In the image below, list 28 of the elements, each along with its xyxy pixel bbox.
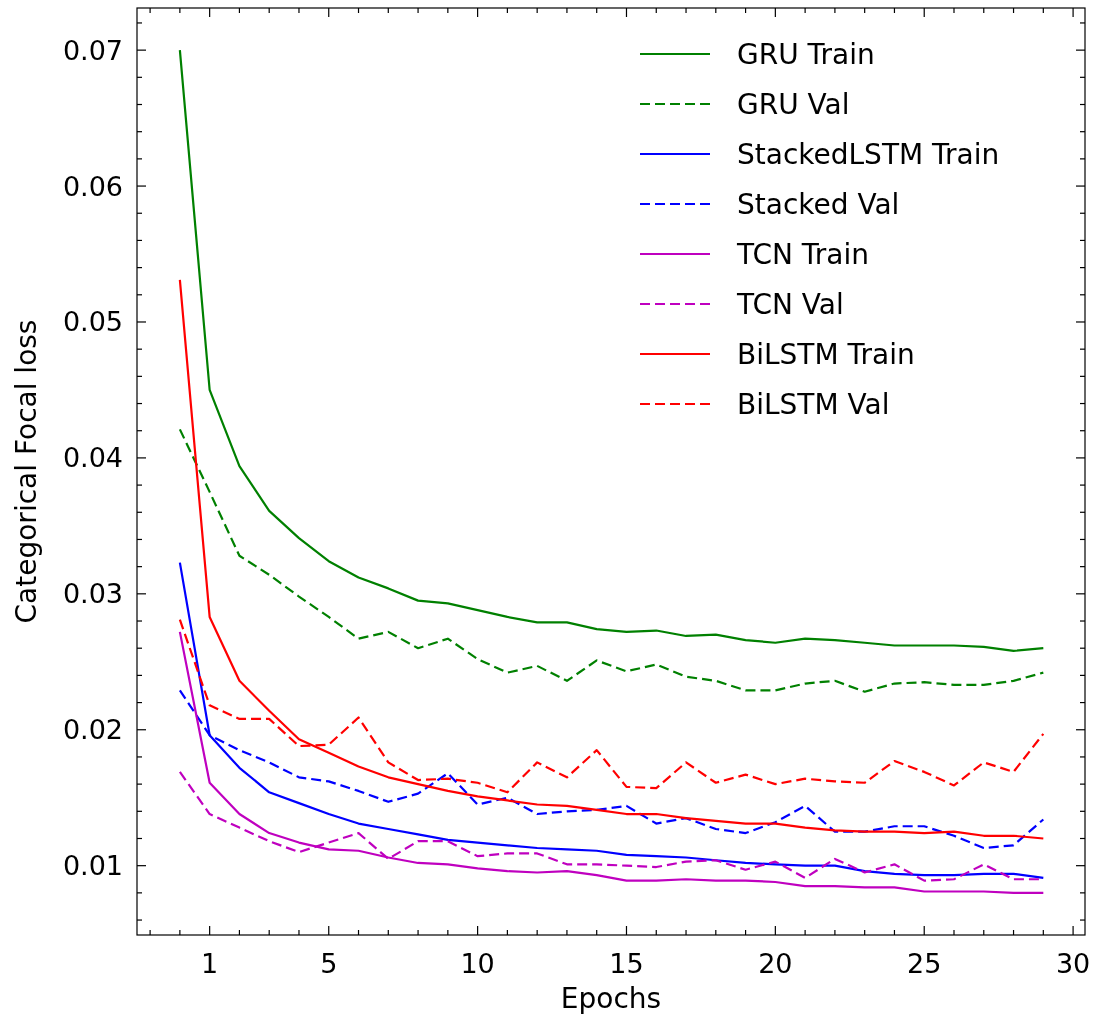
line-series [178,428,1045,693]
x-tick-label: 10 [460,948,495,979]
legend-label: BiLSTM Train [737,337,915,371]
y-tick-label: 0.02 [62,714,123,746]
legend-label: Stacked Val [737,187,900,221]
y-tick-label: 0.07 [62,34,123,66]
legend-label: GRU Val [737,87,850,121]
x-tick-label: 20 [758,948,793,979]
x-tick-label: 1 [201,948,219,979]
line-series [178,561,1045,880]
y-tick-label: 0.01 [62,850,123,882]
y-axis-title: Categorical Focal loss [10,319,43,624]
x-tick-label: 5 [320,948,338,979]
legend-label: TCN Val [736,287,844,321]
x-tick-label: 30 [1055,948,1091,979]
legend-label: GRU Train [737,37,875,71]
x-tick-label: 25 [907,948,942,979]
y-tick-label: 0.04 [62,442,123,474]
legend-label: StackedLSTM Train [737,137,1000,171]
x-axis-title: Epochs [560,982,662,1015]
x-tick-label: 15 [609,948,644,979]
y-tick-label: 0.03 [62,578,123,610]
legend-label: TCN Train [736,237,870,271]
legend-label: BiLSTM Val [737,387,890,421]
y-tick-label: 0.05 [62,306,123,338]
line-series [178,630,1045,894]
line-series [178,278,1045,840]
y-tick-label: 0.06 [62,170,123,202]
